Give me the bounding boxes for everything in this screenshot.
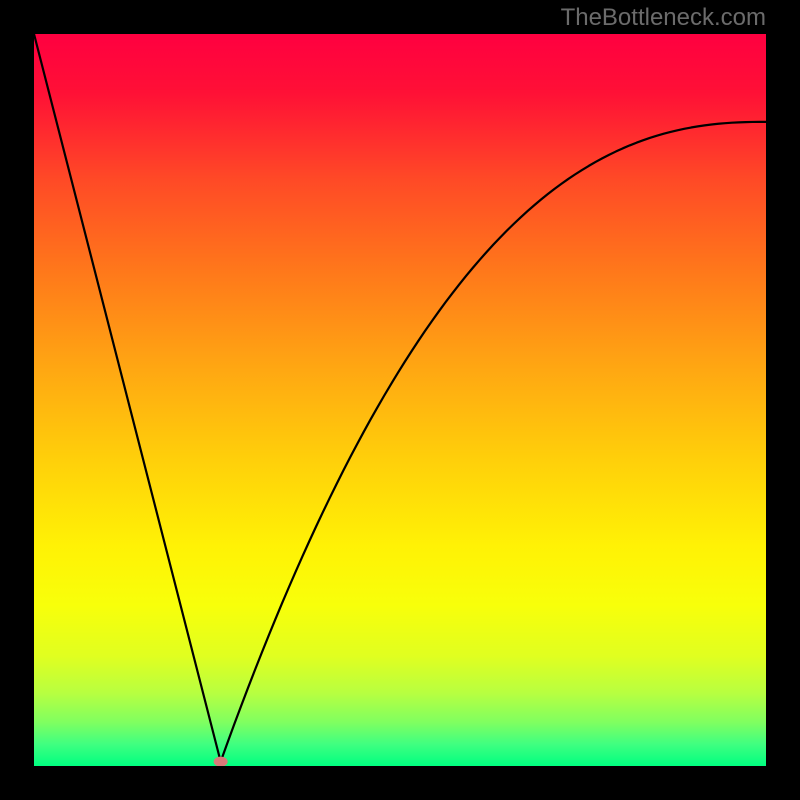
watermark-text: TheBottleneck.com xyxy=(561,4,766,32)
gradient-background xyxy=(34,34,766,766)
plot-area xyxy=(34,34,766,766)
plot-svg xyxy=(34,34,766,766)
